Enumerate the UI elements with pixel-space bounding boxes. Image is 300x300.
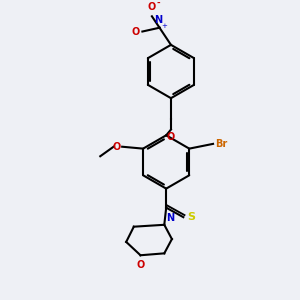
Text: O: O xyxy=(112,142,120,152)
Text: +: + xyxy=(161,23,167,29)
Text: N: N xyxy=(166,213,174,223)
Text: N: N xyxy=(154,15,163,25)
Text: O: O xyxy=(167,132,175,142)
Text: S: S xyxy=(187,212,195,222)
Text: O: O xyxy=(136,260,145,270)
Text: -: - xyxy=(157,0,160,8)
Text: Br: Br xyxy=(215,139,227,149)
Text: O: O xyxy=(131,26,140,37)
Text: O: O xyxy=(148,2,156,13)
